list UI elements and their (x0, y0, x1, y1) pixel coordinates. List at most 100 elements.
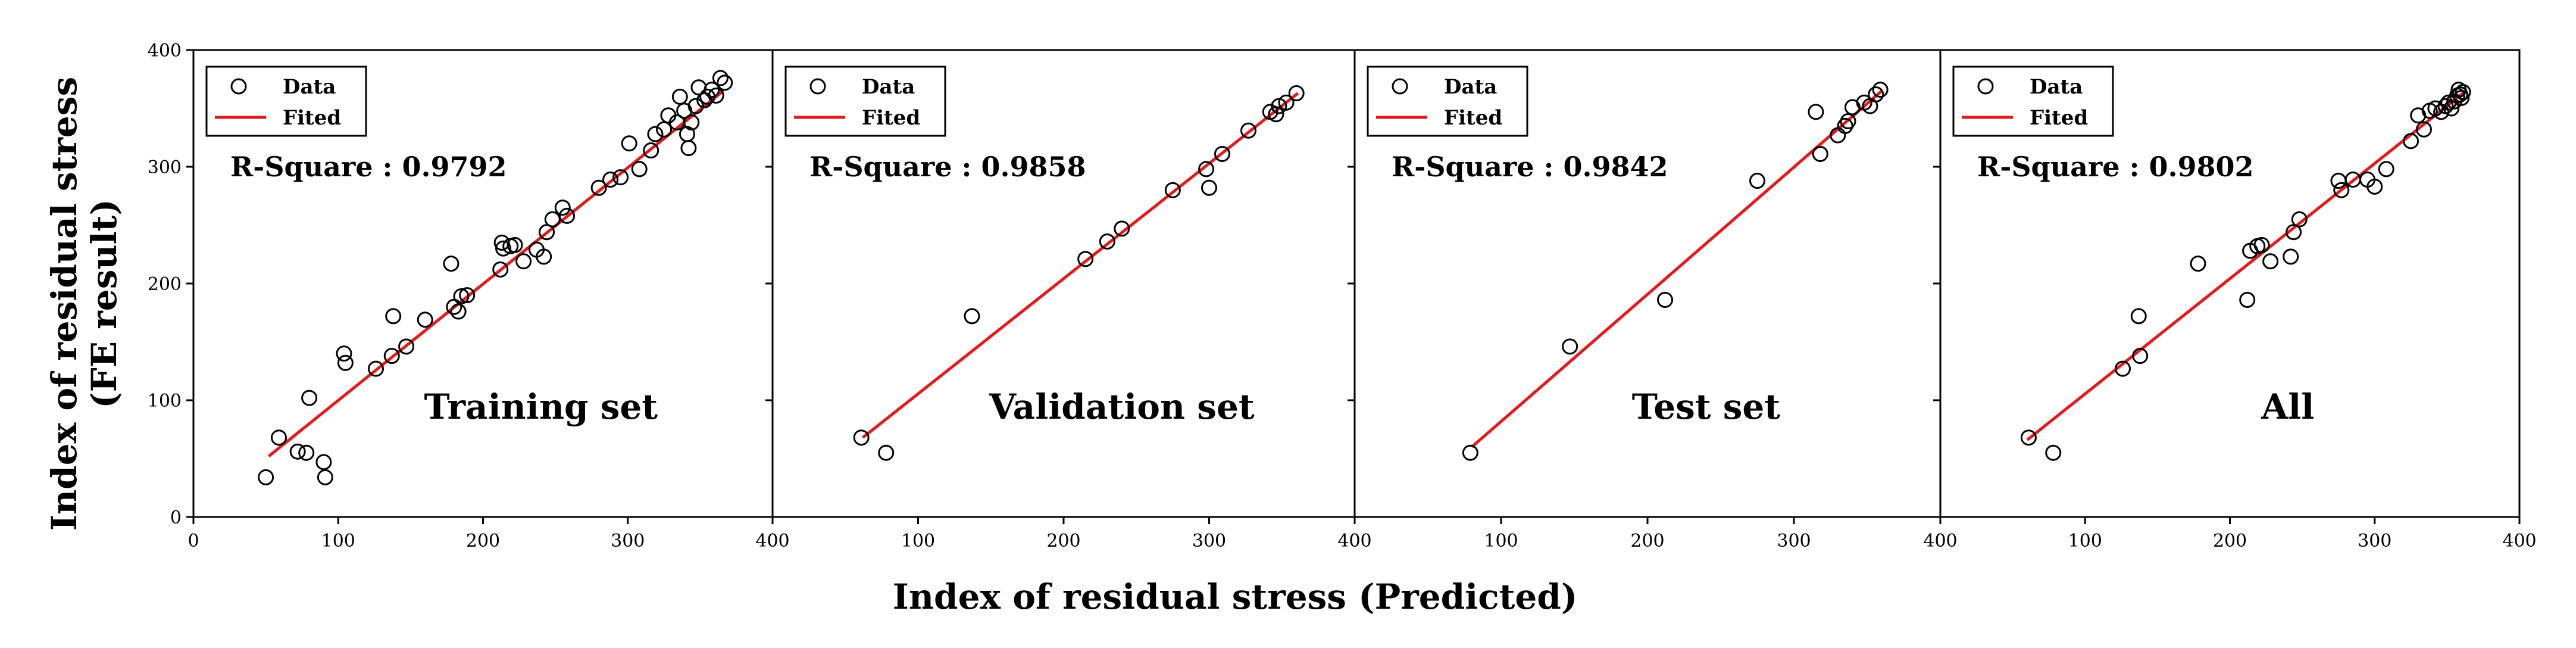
x-tick-label: 400 (1923, 531, 1957, 552)
data-point (2403, 133, 2419, 149)
legend-data-marker (230, 78, 247, 95)
legend-box (205, 66, 367, 137)
data-point (559, 207, 576, 224)
r-square-label: R-Square : 0.9842 (1392, 151, 1668, 183)
data-point (385, 308, 402, 325)
data-point (554, 200, 571, 216)
data-point (1278, 94, 1295, 111)
legend-data-label: Data (1444, 75, 1497, 99)
legend-data-label: Data (2030, 75, 2083, 99)
legend-data-label: Data (862, 75, 915, 99)
x-tick-label: 100 (1484, 531, 1518, 552)
data-point (2286, 224, 2302, 241)
data-point (2291, 211, 2308, 228)
y-tick-label: 100 (148, 391, 182, 412)
data-point (1749, 173, 1765, 189)
data-point (2045, 444, 2062, 461)
panel-label: Training set (424, 387, 658, 427)
data-point (337, 354, 354, 371)
data-point (1099, 233, 1115, 250)
r-square-label: R-Square : 0.9858 (809, 151, 1086, 183)
x-tick-label: 400 (1337, 531, 1371, 552)
data-point (1114, 220, 1130, 237)
data-point (539, 224, 555, 241)
panel-label: Test set (1632, 387, 1781, 427)
legend-data-marker (1977, 78, 1994, 95)
data-point (2253, 236, 2270, 253)
data-point (450, 303, 467, 320)
x-tick-label: 100 (2068, 531, 2102, 552)
panel-4: 0 100 200 300 400 Data Fited R-Square : 0.9802 A… (1933, 49, 2537, 552)
data-point (1288, 85, 1305, 102)
data-point (647, 126, 664, 142)
data-point (301, 390, 318, 406)
legend-box (1952, 66, 2114, 137)
panel-label: Validation set (989, 387, 1255, 427)
x-tick-label: 0 (187, 531, 199, 552)
y-tick-label: 0 (170, 507, 182, 528)
legend-fit-label: Fited (1444, 106, 1502, 130)
data-point (1872, 82, 1889, 98)
data-point (315, 454, 332, 471)
data-point (717, 74, 733, 91)
data-point (2443, 100, 2460, 117)
x-tick-label: 0 (1934, 531, 1946, 552)
panel-3: 0 100 200 300 400 Data Fited R-Square : 0.9842 T… (1348, 49, 1958, 552)
data-point (683, 114, 700, 131)
data-point (2020, 429, 2037, 446)
x-tick-label: 400 (755, 531, 789, 552)
data-point (271, 429, 287, 446)
y-tick-label: 300 (148, 157, 182, 178)
legend-data-marker (809, 78, 826, 95)
data-point (602, 172, 619, 188)
legend-fit-label: Fited (862, 106, 920, 130)
data-point (2283, 248, 2299, 265)
data-point (687, 98, 704, 114)
data-point (507, 236, 523, 253)
x-tick-label: 300 (2358, 531, 2391, 552)
y-tick-label: 200 (148, 274, 182, 295)
data-point (2262, 253, 2279, 270)
data-point (2455, 84, 2471, 101)
data-point (417, 311, 433, 328)
data-point (367, 360, 384, 377)
data-point (621, 135, 637, 152)
panel-2: 0 100 200 300 400 Data Fited R-Square : 0.9858 V… (765, 49, 1372, 552)
x-axis-title: Index of residual stress (Predicted) (893, 577, 1578, 617)
fit-line (267, 89, 724, 458)
x-tick-label: 100 (901, 531, 935, 552)
data-point (2378, 161, 2394, 177)
data-point (1268, 106, 1284, 123)
x-tick-label: 400 (2502, 531, 2536, 552)
y-axis-title-line2: (FE result) (84, 199, 124, 409)
legend-box (784, 66, 946, 137)
x-tick-label: 300 (1777, 531, 1811, 552)
data-point (2190, 256, 2206, 272)
x-tick-label: 300 (1192, 531, 1226, 552)
data-point (336, 345, 352, 362)
legend-box (1367, 66, 1528, 137)
data-point (289, 443, 306, 460)
data-point (1198, 161, 1215, 177)
data-point (258, 469, 274, 485)
panel-1: 0 100 200 300 4000100200300400DataFitedR-Squ… (148, 40, 790, 552)
data-point (317, 469, 333, 485)
data-point (1562, 338, 1578, 355)
legend-data-label: Data (283, 75, 336, 99)
data-point (671, 88, 688, 105)
data-point (590, 179, 607, 196)
legend-fit-label: Fited (283, 106, 341, 130)
data-point (536, 248, 552, 265)
data-point (1164, 182, 1181, 198)
panels-group: 0 100 200 300 4000100200300400DataFitedR-Squ… (148, 40, 2537, 552)
data-point (443, 256, 459, 272)
x-tick-label: 200 (1630, 531, 1664, 552)
data-point (1812, 145, 1828, 162)
data-point (2239, 291, 2256, 308)
legend-data-marker (1392, 78, 1408, 95)
data-point (631, 161, 648, 177)
data-point (1462, 444, 1478, 461)
data-point (1214, 145, 1231, 162)
data-point (1868, 86, 1884, 102)
